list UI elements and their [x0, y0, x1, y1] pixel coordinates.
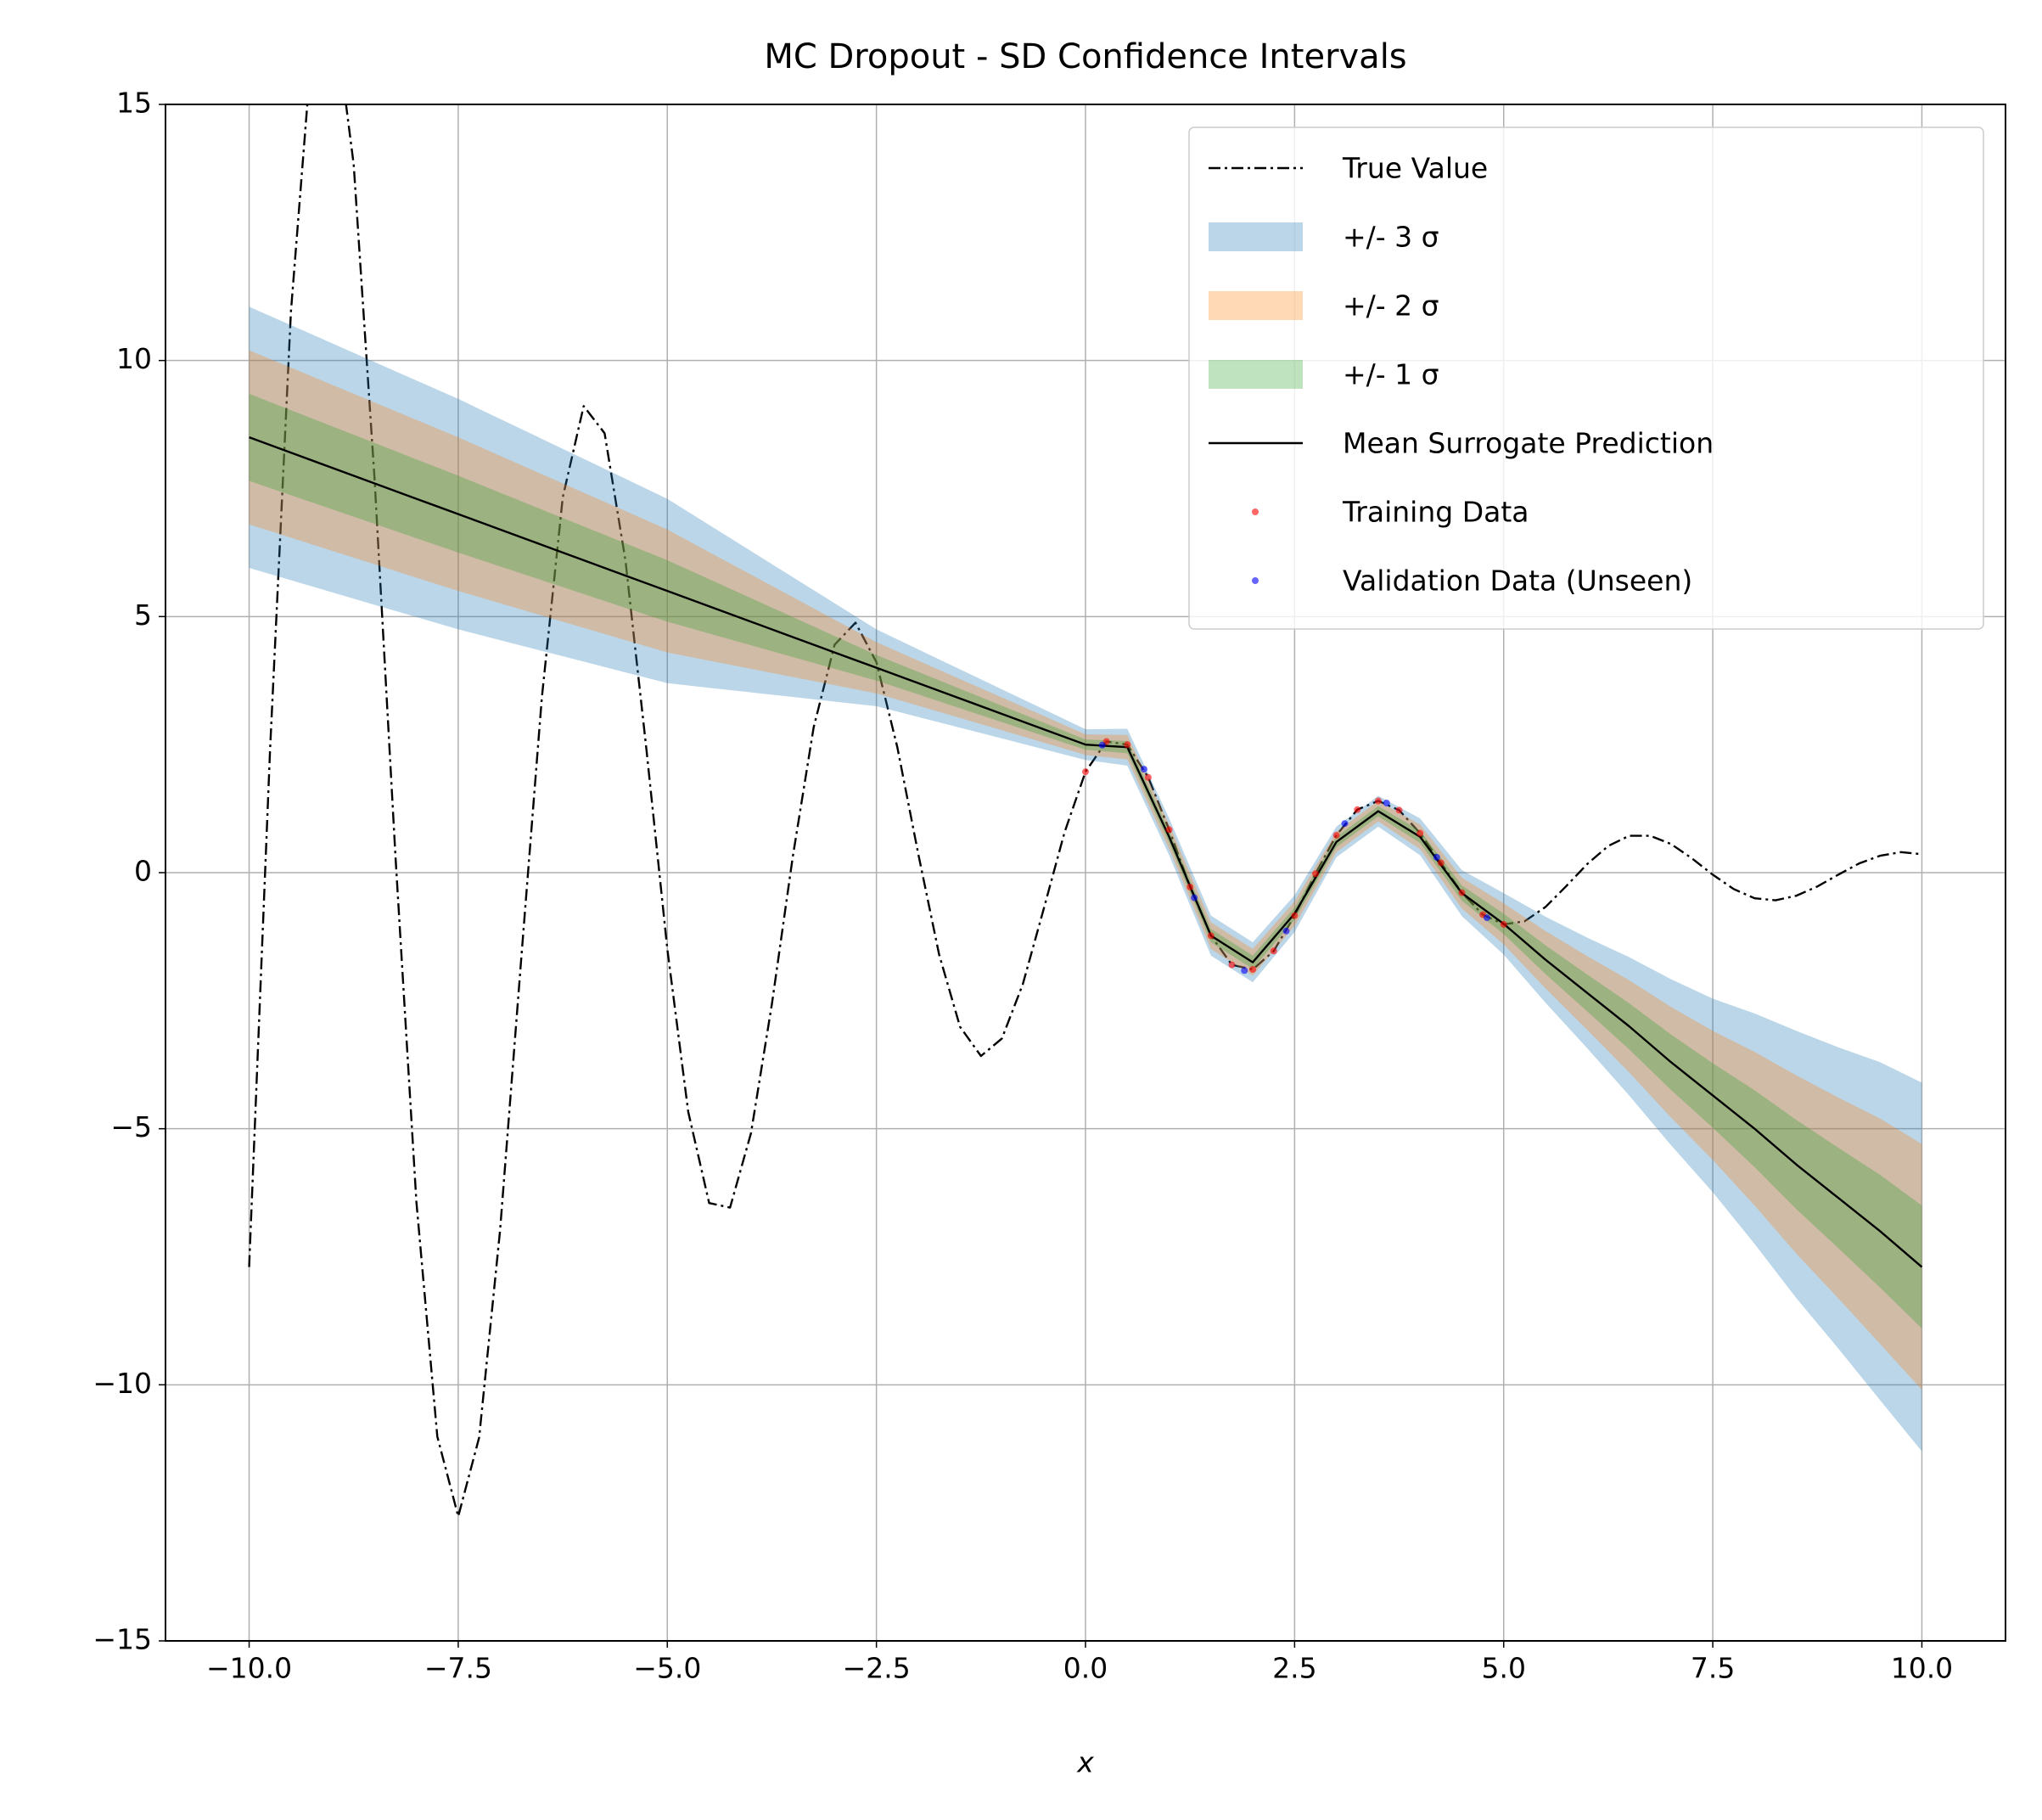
legend: True Value +/- 3 σ +/- 2 σ +/- 1 σ Mean Surr…	[1188, 126, 1984, 630]
x-tick-label: −2.5	[843, 1652, 911, 1685]
x-tick-label: 2.5	[1272, 1652, 1316, 1685]
legend-label: +/- 3 σ	[1343, 221, 1439, 254]
scatter-point	[1270, 947, 1277, 955]
y-tick-label: −15	[93, 1623, 152, 1656]
legend-box	[1188, 126, 1984, 630]
x-tick-label: −7.5	[424, 1652, 492, 1685]
y-tick-label: 5	[134, 598, 152, 632]
y-tick-label: 15	[116, 87, 152, 120]
y-tick-label: −10	[93, 1367, 152, 1400]
scatter-point	[1241, 967, 1248, 975]
legend-label: Validation Data (Unseen)	[1343, 565, 1692, 598]
scatter-point	[1416, 829, 1424, 837]
legend-patch	[1209, 291, 1303, 320]
scatter-point	[1282, 927, 1290, 935]
x-tick-label: 7.5	[1691, 1652, 1735, 1685]
x-tick-label: 10.0	[1891, 1652, 1953, 1685]
scatter-point	[1144, 773, 1152, 781]
legend-marker	[1252, 577, 1259, 584]
axes: −10.0 −7.5 −5.0 −2.5 0.0 2.5 5.0 7.5 10.0 −15 −10 −…	[93, 87, 1953, 1685]
x-axis-label: x	[1076, 1746, 1094, 1779]
scatter-point	[1124, 741, 1131, 749]
chart-title: MC Dropout - SD Confidence Intervals	[764, 37, 1406, 76]
scatter-point	[1165, 826, 1173, 834]
scatter-point	[1207, 932, 1215, 940]
scatter-point	[1383, 799, 1390, 806]
legend-label: +/- 1 σ	[1343, 358, 1439, 391]
line	[249, 436, 1923, 1268]
legend-label: True Value	[1342, 152, 1488, 185]
scatter-point	[1291, 912, 1299, 919]
scatter-point	[1228, 961, 1236, 969]
scatter-point	[1437, 859, 1445, 867]
x-tick-label: 5.0	[1481, 1652, 1525, 1685]
scatter-point	[1374, 797, 1382, 805]
legend-patch	[1209, 360, 1303, 389]
legend-label: Training Data	[1342, 496, 1529, 529]
y-tick-label: 10	[116, 342, 152, 375]
confidence-band	[249, 393, 1922, 1328]
scatter-point	[1186, 883, 1194, 890]
legend-marker	[1252, 508, 1259, 515]
legend-patch	[1209, 222, 1303, 251]
scatter-point	[1395, 806, 1403, 814]
legend-label: Mean Surrogate Prediction	[1343, 427, 1714, 460]
y-tick-label: −5	[110, 1110, 152, 1143]
y-tick-label: 0	[134, 855, 152, 888]
line	[248, 104, 1922, 1518]
scatter-point	[1312, 870, 1319, 878]
scatter-point	[1354, 806, 1361, 813]
scatter-point	[1433, 853, 1440, 861]
x-tick-label: −10.0	[206, 1652, 292, 1685]
scatter-point	[1484, 914, 1491, 922]
scatter-point	[1500, 920, 1507, 928]
confidence-band	[249, 306, 1922, 1452]
scatter-point	[1341, 820, 1349, 828]
scatter-point	[1249, 966, 1257, 974]
confidence-band	[249, 350, 1922, 1390]
scatter-point	[1082, 768, 1089, 776]
x-tick-label: −5.0	[633, 1652, 701, 1685]
scatter-point	[1191, 894, 1198, 902]
scatter-point	[1458, 889, 1466, 896]
scatter-point	[1140, 766, 1147, 773]
scatter-point	[1332, 831, 1340, 839]
legend-label: +/- 2 σ	[1343, 289, 1439, 323]
scatter-point	[1098, 741, 1106, 749]
x-tick-label: 0.0	[1063, 1652, 1108, 1685]
plot-area	[248, 104, 1923, 1518]
